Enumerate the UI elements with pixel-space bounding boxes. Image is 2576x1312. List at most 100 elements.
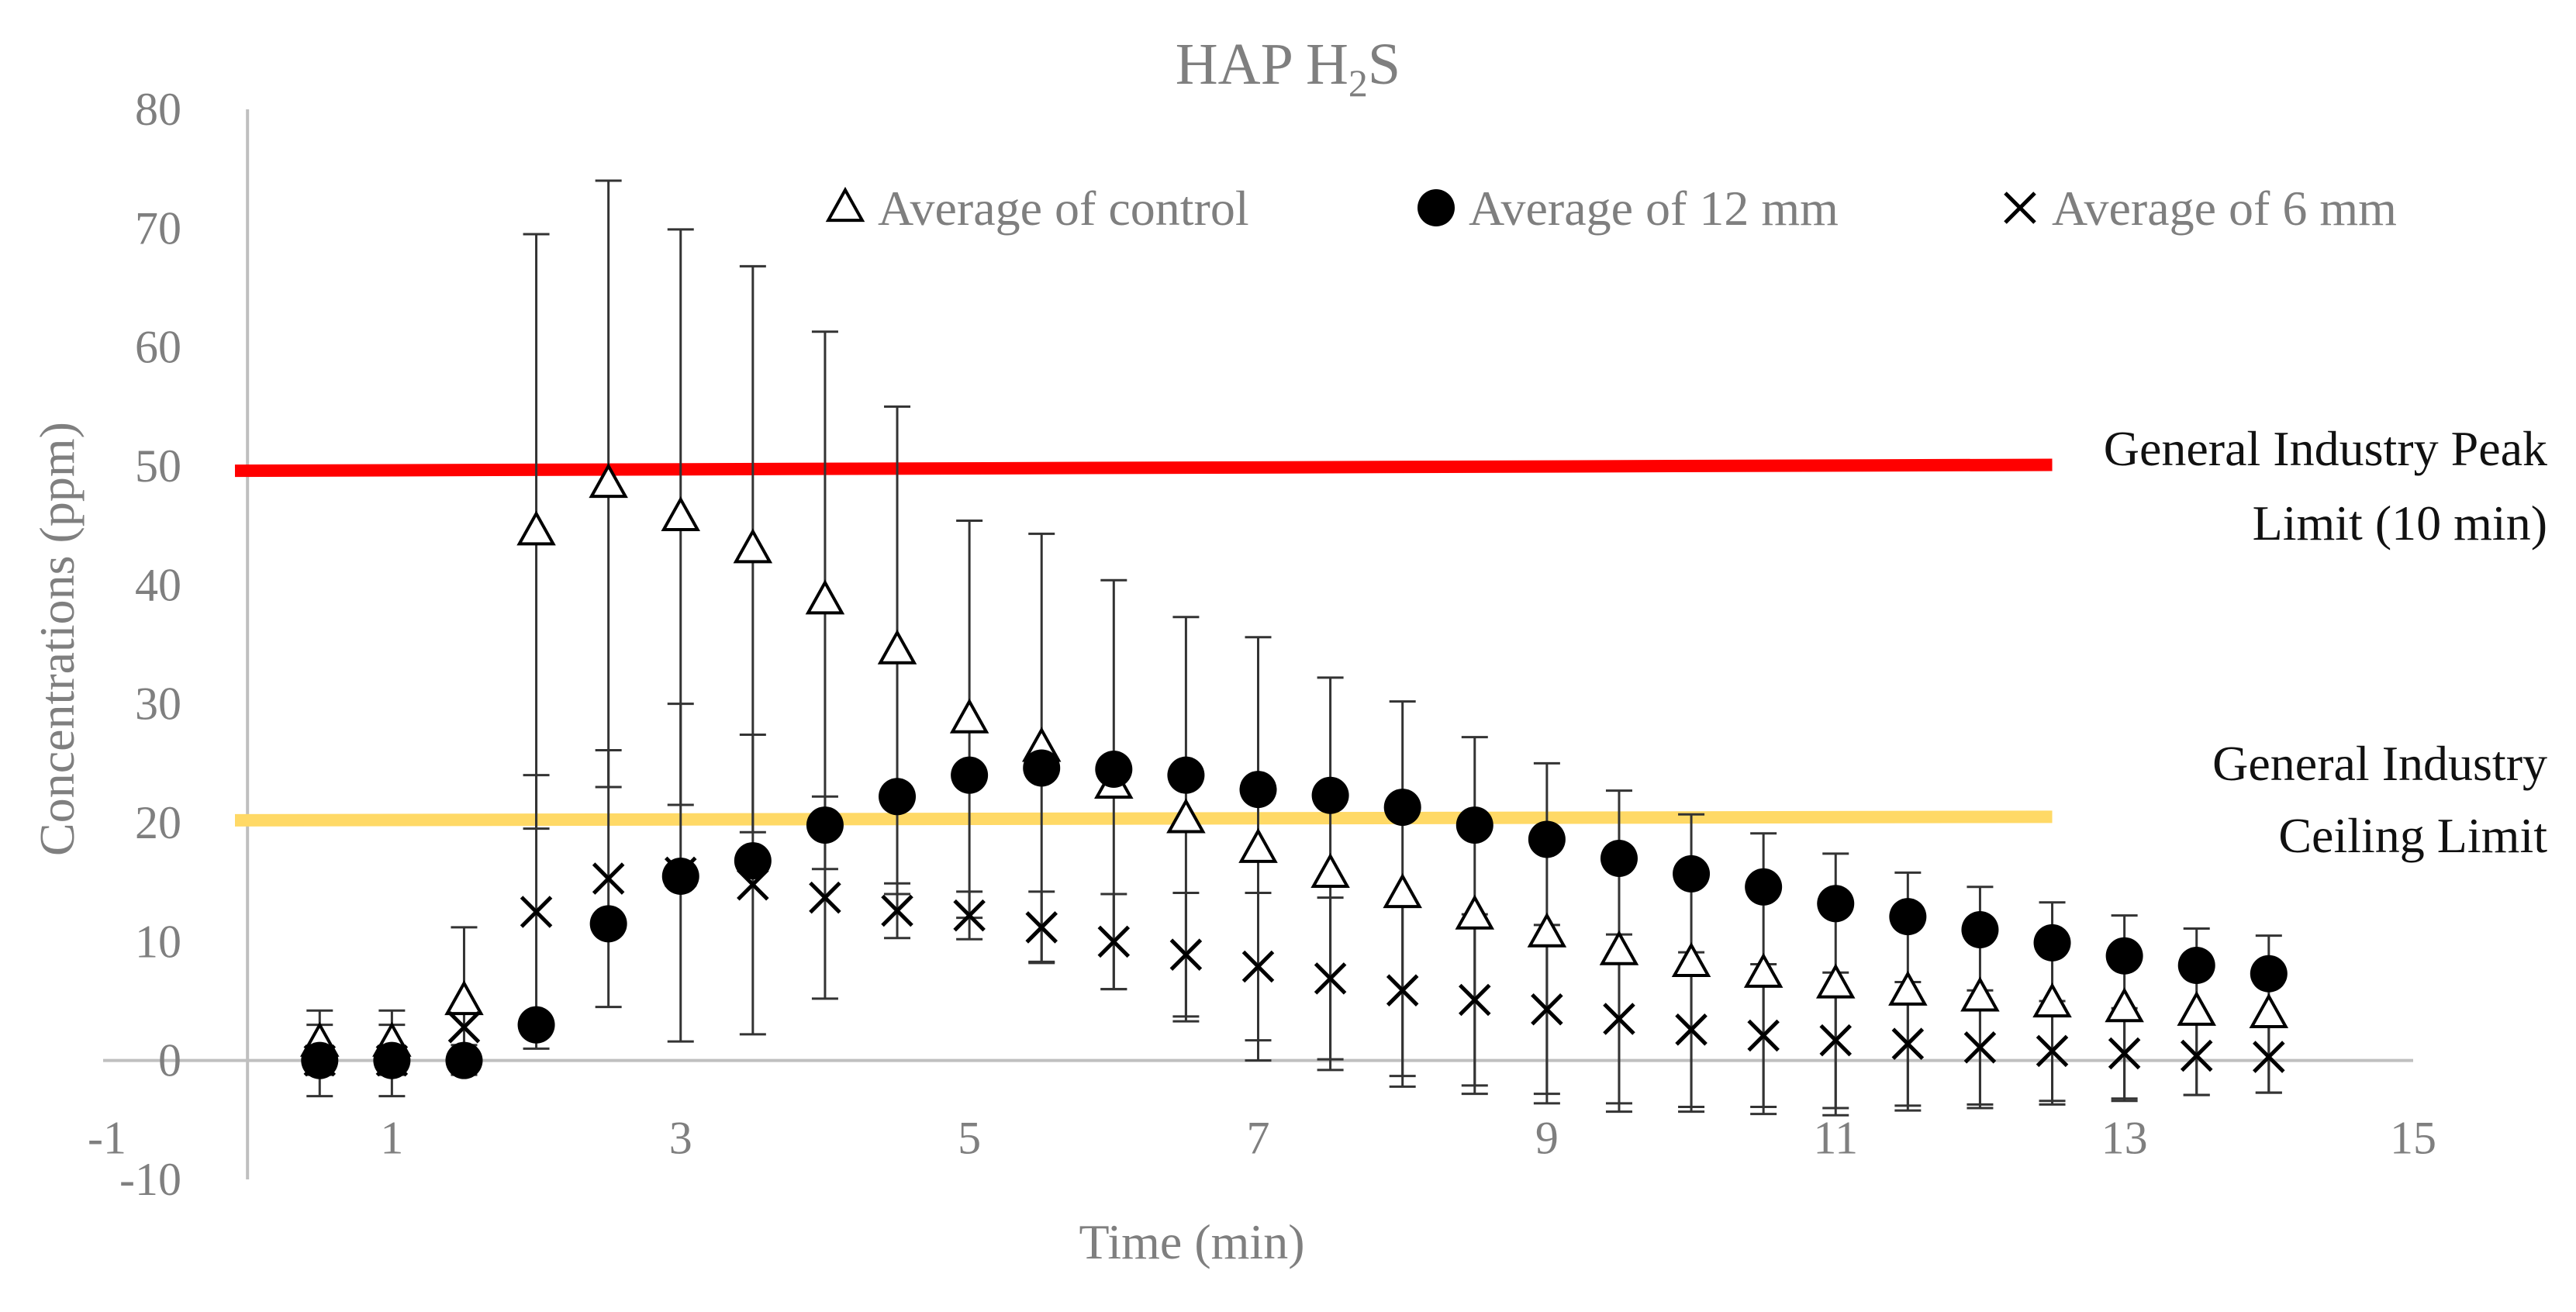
- control-point: [661, 495, 701, 532]
- control-point: [2177, 990, 2216, 1026]
- 6mm-point: [953, 899, 986, 932]
- control-point: [1743, 952, 1784, 988]
- control-point: [1815, 963, 1856, 999]
- 6mm-point: [1603, 1003, 1635, 1035]
- y-axis-title: Concentrations (ppm): [29, 422, 85, 856]
- 6mm-point: [1675, 1013, 1708, 1046]
- control-point: [1671, 941, 1711, 978]
- control-point: [516, 510, 556, 546]
- control-point: [2105, 987, 2144, 1023]
- reference-line-label: Limit (10 min): [2253, 495, 2547, 551]
- 6mm-point: [1314, 962, 1347, 995]
- control-point: [1310, 852, 1350, 889]
- x-tick-labels: -1 1 3 5 7 9 11 13 15: [88, 1113, 2436, 1164]
- 12mm-point: [734, 842, 772, 880]
- control-point: [2032, 982, 2072, 1018]
- chart-title: HAP H2S: [1176, 32, 1400, 105]
- control-point: [733, 528, 773, 564]
- reference-lines: [234, 458, 2053, 827]
- 6mm-point: [2253, 1041, 2285, 1073]
- legend-item: Average of 6 mm: [2004, 181, 2397, 236]
- x-tick-label: 11: [1813, 1113, 1858, 1164]
- 12mm-point: [1095, 751, 1133, 788]
- 12mm-point: [1239, 771, 1277, 809]
- 12mm-point: [879, 778, 917, 816]
- x-axis-title: Time (min): [1079, 1214, 1305, 1269]
- chart-title-subscript: 2: [1348, 61, 1368, 105]
- legend-label: Average of control: [878, 181, 1249, 236]
- y-tick-label: 60: [135, 322, 181, 373]
- 6mm-point: [2180, 1039, 2213, 1072]
- 6mm-point: [1241, 950, 1275, 983]
- 12mm-point: [806, 806, 844, 844]
- control-point: [444, 979, 484, 1016]
- 12mm-point: [1383, 789, 1421, 827]
- 6mm-point: [1169, 938, 1203, 971]
- legend-marker: [2004, 192, 2036, 224]
- legend-label: Average of 12 mm: [1469, 181, 1839, 236]
- 12mm-point: [1455, 806, 1493, 844]
- reference-line-0: [234, 458, 2053, 478]
- y-tick-label: 80: [135, 84, 181, 135]
- control-point: [1599, 930, 1639, 965]
- y-tick-label: -10: [119, 1154, 181, 1205]
- 6mm-point: [447, 1010, 481, 1044]
- reference-line-label: General Industry: [2212, 736, 2547, 791]
- 6mm-point: [1025, 911, 1058, 944]
- control-point: [589, 462, 628, 499]
- 12mm-point: [951, 756, 989, 794]
- legend-label: Average of 6 mm: [2052, 181, 2397, 236]
- 12mm-point: [1167, 756, 1205, 794]
- y-tick-label: 40: [135, 559, 181, 610]
- control-point: [1960, 976, 2000, 1012]
- y-tick-label: 10: [135, 916, 181, 967]
- y-tick-label: 0: [158, 1035, 181, 1086]
- control-point: [1527, 912, 1567, 948]
- 12mm-point: [2105, 937, 2143, 975]
- control-point: [1888, 970, 1928, 1006]
- x-tick-label: 15: [2390, 1113, 2436, 1164]
- 12mm-point: [1528, 820, 1566, 858]
- error-bars: [306, 179, 2282, 1117]
- x-tick-label: 3: [669, 1113, 692, 1164]
- 12mm-point: [1889, 898, 1927, 936]
- control-point: [805, 579, 845, 615]
- 6mm-point: [1386, 974, 1419, 1006]
- control-point: [1166, 798, 1206, 834]
- y-tick-label: 30: [135, 678, 181, 730]
- chart-title-base: HAP H: [1176, 32, 1348, 97]
- legend-marker: [825, 186, 865, 223]
- 12mm-point: [301, 1041, 339, 1079]
- data-markers: [300, 462, 2289, 1079]
- y-tick-label: 50: [135, 440, 181, 492]
- 12mm-point: [1961, 911, 1999, 948]
- 12mm-point: [1745, 868, 1783, 906]
- chart-title-tail: S: [1368, 32, 1400, 97]
- y-tick-labels: -10 0 10 20 30 40 50 60 70 80: [119, 84, 181, 1205]
- 6mm-point: [1747, 1019, 1780, 1052]
- 6mm-point: [881, 894, 913, 927]
- 12mm-point: [1023, 749, 1061, 787]
- reference-line-label: General Industry Peak: [2104, 421, 2547, 476]
- 6mm-point: [1097, 925, 1131, 958]
- x-tick-label: 13: [2101, 1113, 2148, 1164]
- control-point: [949, 698, 989, 734]
- reference-line-labels: General Industry Peak Limit (10 min) Gener…: [2104, 421, 2547, 863]
- x-tick-label: 7: [1247, 1113, 1270, 1164]
- y-tick-label: 20: [135, 797, 181, 848]
- 12mm-point: [517, 1006, 555, 1044]
- reference-line-1: [234, 810, 2053, 827]
- 12mm-point: [373, 1041, 411, 1079]
- 6mm-point: [1459, 983, 1491, 1017]
- 12mm-point: [445, 1041, 483, 1079]
- x-tick-label: 1: [380, 1113, 403, 1164]
- 12mm-point: [1311, 776, 1349, 814]
- 12mm-point: [661, 858, 699, 895]
- 6mm-point: [592, 862, 625, 895]
- legend-marker: [1417, 189, 1455, 226]
- 12mm-point: [1673, 855, 1711, 893]
- 12mm-point: [589, 905, 627, 943]
- 12mm-point: [1600, 840, 1638, 877]
